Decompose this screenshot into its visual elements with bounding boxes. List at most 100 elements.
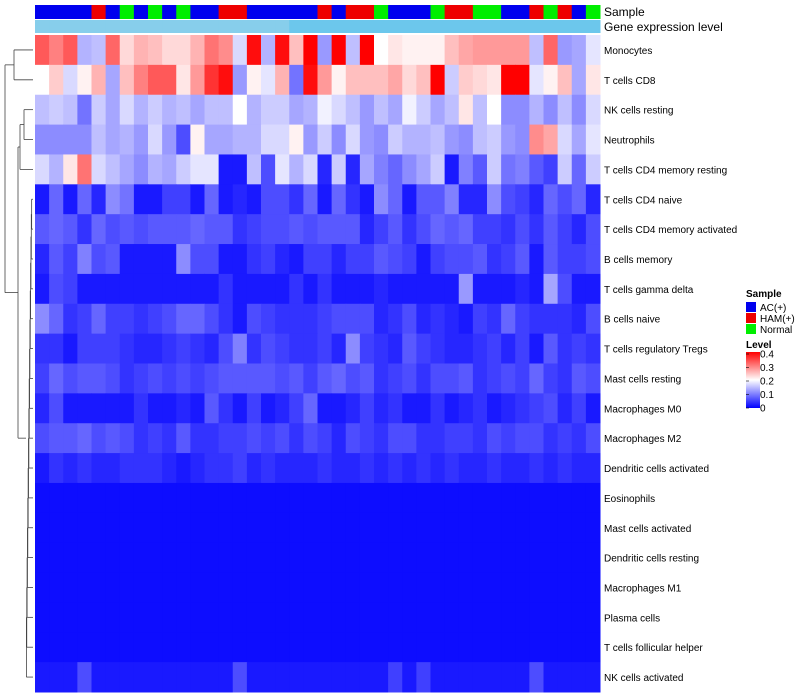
heatmap-cell xyxy=(585,214,601,245)
heatmap-cell xyxy=(430,244,446,275)
heatmap-cell xyxy=(289,482,304,514)
heatmap-cell xyxy=(402,35,417,66)
heatmap-cell xyxy=(374,572,389,603)
heatmap-cell xyxy=(571,303,587,335)
heatmap-cell xyxy=(345,244,361,275)
heatmap-cell xyxy=(388,512,403,544)
heatmap-cell xyxy=(303,64,318,96)
heatmap-cell xyxy=(331,512,347,544)
legend-level-tick-label: 0.2 xyxy=(760,377,774,388)
heatmap-cell xyxy=(218,572,234,603)
heatmap-cell xyxy=(35,602,50,633)
heatmap-cell xyxy=(176,453,191,484)
heatmap-cell xyxy=(133,244,149,275)
legend-level-tick-label: 0 xyxy=(760,404,766,415)
heatmap-cell xyxy=(501,662,516,693)
heatmap-cell xyxy=(303,423,318,454)
sample-annotation-cell xyxy=(246,5,262,19)
heatmap-cell xyxy=(77,512,92,544)
heatmap-cell xyxy=(416,303,431,335)
heatmap-cell xyxy=(317,423,333,454)
heatmap-cell xyxy=(176,214,191,245)
heatmap-cell xyxy=(317,94,333,126)
heatmap-cell xyxy=(543,662,559,693)
heatmap-cell xyxy=(388,482,403,514)
heatmap-cell xyxy=(585,363,601,394)
heatmap-cell xyxy=(261,393,276,424)
heatmap-cell xyxy=(444,453,460,484)
heatmap-cell xyxy=(49,124,64,155)
heatmap-cell xyxy=(204,94,220,126)
heatmap-cell xyxy=(63,363,78,394)
heatmap-cell xyxy=(472,94,488,126)
heatmap-cell xyxy=(402,393,417,424)
heatmap-cell xyxy=(275,453,290,484)
heatmap-cell xyxy=(458,453,474,484)
heatmap-cell xyxy=(529,572,544,603)
heatmap-cell xyxy=(91,512,107,544)
heatmap-cell xyxy=(49,602,64,633)
heatmap-cell xyxy=(430,662,446,693)
heatmap-cell xyxy=(246,572,262,603)
row-label: Neutrophils xyxy=(604,136,655,147)
heatmap-cell xyxy=(529,363,544,394)
heatmap-cell xyxy=(416,124,431,155)
heatmap-cell xyxy=(275,124,290,155)
heatmap-cell xyxy=(261,64,276,96)
legend-label-ham: HAM(+) xyxy=(760,314,795,325)
heatmap-cell xyxy=(148,64,163,96)
heatmap-cell xyxy=(487,542,502,574)
heatmap-cell xyxy=(571,273,587,305)
heatmap-cell xyxy=(501,572,516,603)
heatmap-cell xyxy=(501,154,516,185)
heatmap-cell xyxy=(77,94,92,126)
heatmap-cell xyxy=(275,273,290,305)
heatmap-cell xyxy=(585,662,601,693)
heatmap-cell xyxy=(232,423,248,454)
legend-swatch-ham xyxy=(746,313,756,323)
heatmap-cell xyxy=(501,303,516,335)
heatmap-cell xyxy=(162,482,177,514)
heatmap-cell xyxy=(232,64,248,96)
heatmap-cell xyxy=(176,602,191,633)
heatmap-cell xyxy=(190,154,205,185)
heatmap-cell xyxy=(543,572,559,603)
heatmap-cell xyxy=(557,184,573,215)
heatmap-cell xyxy=(571,542,587,574)
heatmap-cell xyxy=(232,363,248,394)
heatmap-cell xyxy=(430,184,446,215)
heatmap-cell xyxy=(246,363,262,394)
expression-annotation-cell xyxy=(458,20,474,33)
row-label: Monocytes xyxy=(604,46,652,57)
heatmap-cell xyxy=(515,363,530,394)
heatmap-cell xyxy=(303,482,318,514)
heatmap-cell xyxy=(585,423,601,454)
heatmap-cell xyxy=(190,363,205,394)
heatmap-cell xyxy=(317,273,333,305)
heatmap-cell xyxy=(388,124,403,155)
heatmap-cell xyxy=(133,423,149,454)
heatmap-cell xyxy=(529,333,544,364)
heatmap-cell xyxy=(331,303,347,335)
heatmap-cell xyxy=(458,482,474,514)
heatmap-cell xyxy=(416,632,431,663)
heatmap-cell xyxy=(204,244,220,275)
heatmap-cell xyxy=(63,662,78,693)
expression-annotation-cell xyxy=(571,20,587,33)
heatmap-cell xyxy=(190,423,205,454)
legend-sample: Sample AC(+) HAM(+) Normal xyxy=(746,289,795,336)
heatmap-cell xyxy=(487,273,502,305)
heatmap-cell xyxy=(63,453,78,484)
heatmap-cell xyxy=(148,214,163,245)
heatmap-cell xyxy=(133,453,149,484)
sample-annotation-cell xyxy=(501,5,516,19)
heatmap-cell xyxy=(571,662,587,693)
heatmap-cell xyxy=(105,572,121,603)
heatmap-cell xyxy=(571,214,587,245)
heatmap-cell xyxy=(331,393,347,424)
heatmap-cell xyxy=(529,482,544,514)
heatmap-cell xyxy=(317,662,333,693)
heatmap-cell xyxy=(501,393,516,424)
heatmap-cell xyxy=(91,184,107,215)
expression-annotation-cell xyxy=(275,20,290,33)
